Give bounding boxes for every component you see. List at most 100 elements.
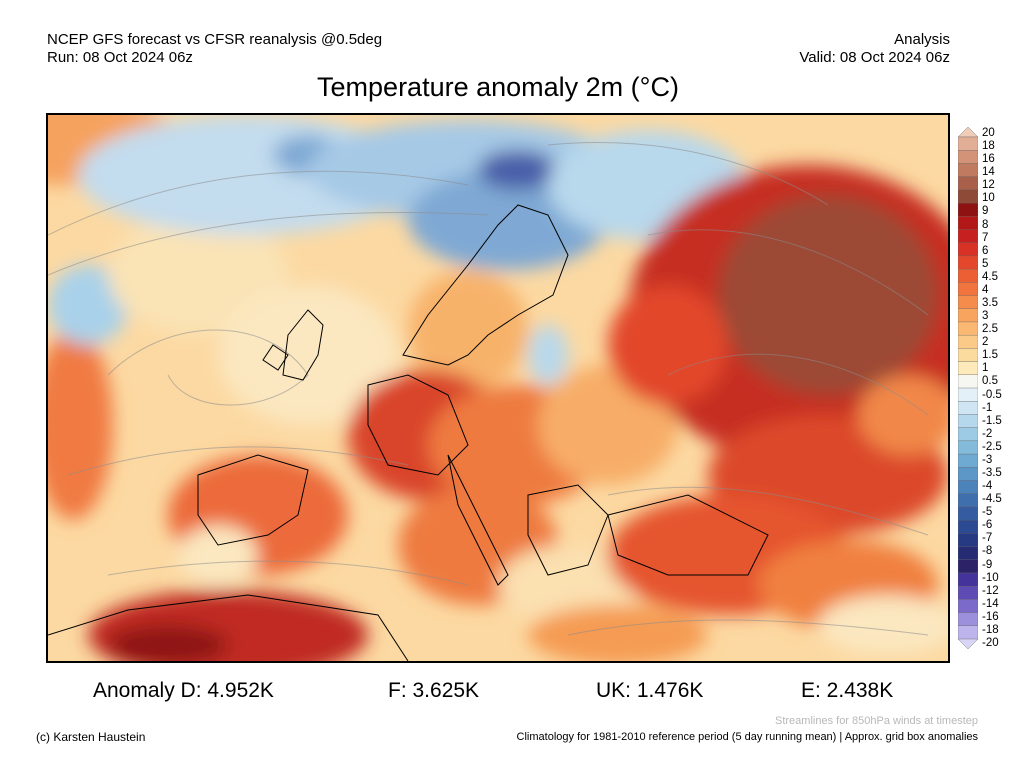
colorbar-label: 6 [982, 244, 989, 257]
colorbar-swatch [957, 453, 979, 468]
run-time: Run: 08 Oct 2024 06z [47, 49, 193, 66]
colorbar-swatch [957, 348, 979, 363]
colorbar-swatch [957, 467, 979, 482]
country-borders [48, 204, 769, 661]
analysis-label: Analysis [894, 31, 950, 48]
colorbar-label: -18 [982, 623, 999, 636]
colorbar-swatch [957, 480, 979, 495]
colorbar-swatch [957, 625, 979, 640]
colorbar-swatch [957, 229, 979, 244]
colorbar-label: -3 [982, 453, 993, 466]
colorbar-label: -16 [982, 610, 999, 623]
colorbar-swatch [957, 163, 979, 178]
colorbar-swatch [957, 506, 979, 521]
anomaly-germany: Anomaly D: 4.952K [93, 679, 274, 702]
colorbar-label: -4.5 [982, 493, 1002, 506]
colorbar-label: 3.5 [982, 297, 998, 309]
colorbar-label: 4.5 [982, 270, 998, 283]
anomaly-uk: UK: 1.476K [596, 679, 704, 702]
colorbar-label: -0.5 [982, 388, 1002, 401]
colorbar-label: 12 [982, 179, 995, 192]
colorbar-swatch [957, 216, 979, 231]
anomaly-map [46, 113, 950, 663]
colorbar-label: -12 [982, 584, 999, 597]
colorbar-swatch [957, 202, 979, 217]
colorbar-label: 10 [982, 192, 995, 205]
country-anomalies: Anomaly D: 4.952K F: 3.625K UK: 1.476K E… [0, 679, 1024, 707]
colorbar-swatch [957, 126, 979, 138]
map-title: Temperature anomaly 2m (°C) [317, 72, 679, 102]
colorbar-label: 5 [982, 257, 989, 270]
valid-info: Analysis Valid: 08 Oct 2024 06z [799, 31, 950, 67]
colorbar-swatches [957, 126, 979, 650]
colorbar-label: -2 [982, 427, 993, 440]
anomaly-france: F: 3.625K [388, 679, 480, 702]
colorbar-swatch [957, 493, 979, 508]
colorbar-swatch [957, 374, 979, 389]
colorbar-label: 1 [982, 362, 989, 375]
colorbar-label: 18 [982, 140, 995, 153]
colorbar-swatch [957, 599, 979, 614]
colorbar-label: 0.5 [982, 375, 998, 388]
colorbar-label: 1.5 [982, 349, 998, 362]
streamlines-note: Streamlines for 850hPa winds at timestep [775, 715, 978, 727]
colorbar-label: 16 [982, 153, 995, 166]
colorbar-swatch [957, 427, 979, 442]
colorbar-label: 2.5 [982, 323, 998, 336]
colorbar-swatch [957, 361, 979, 376]
anomaly-map-canvas [48, 115, 948, 661]
colorbar-swatch [957, 612, 979, 627]
colorbar-label: -4 [982, 480, 993, 493]
colorbar-label: -1.5 [982, 414, 1002, 427]
valid-time: Valid: 08 Oct 2024 06z [799, 49, 950, 66]
model-info: NCEP GFS forecast vs CFSR reanalysis @0.… [47, 31, 382, 67]
colorbar-label: 3 [982, 310, 989, 323]
colorbar-swatch [957, 638, 979, 650]
colorbar-swatch [957, 308, 979, 323]
colorbar-swatch [957, 559, 979, 574]
colorbar-label: 4 [982, 283, 989, 296]
colorbar-label: 7 [982, 231, 989, 244]
colorbar-label: 14 [982, 166, 995, 179]
colorbar-swatch [957, 533, 979, 548]
colorbar-label: -9 [982, 558, 993, 571]
colorbar-swatch [957, 255, 979, 270]
colorbar-label: -2.5 [982, 440, 1002, 453]
colorbar-swatch [957, 414, 979, 429]
colorbar-swatch [957, 519, 979, 535]
colorbar-label: -14 [982, 597, 999, 610]
colorbar-swatch [957, 585, 979, 601]
colorbar-label: 20 [982, 127, 995, 139]
colorbar-label: -1 [982, 401, 993, 414]
colorbar-swatch [957, 136, 979, 151]
colorbar-label: -3.5 [982, 467, 1002, 479]
colorbar-swatch [957, 282, 979, 297]
colorbar-label: 2 [982, 336, 989, 349]
colorbar-swatch [957, 242, 979, 257]
colorbar-swatch [957, 176, 979, 191]
colorbar-swatch [957, 401, 979, 416]
colorbar-label: -10 [982, 571, 999, 584]
colorbar-label: -7 [982, 532, 993, 545]
colorbar-swatch [957, 334, 979, 350]
wind-streamlines [48, 142, 929, 636]
anomaly-spain: E: 2.438K [801, 679, 894, 702]
colorbar-label: 9 [982, 205, 989, 218]
credit: (c) Karsten Haustein [36, 730, 146, 744]
colorbar-swatch [957, 295, 979, 310]
model-name: NCEP GFS forecast vs CFSR reanalysis @0.… [47, 31, 383, 48]
colorbar-swatch [957, 268, 979, 284]
climatology-note: Climatology for 1981-2010 reference peri… [516, 731, 978, 743]
colorbar-label: 8 [982, 218, 989, 231]
colorbar-label: -5 [982, 506, 993, 519]
colorbar-label: -6 [982, 519, 993, 532]
colorbar-label: -20 [982, 637, 999, 649]
colorbar-label: -8 [982, 545, 993, 558]
colorbar-swatch [957, 572, 979, 587]
colorbar-swatch [957, 321, 979, 336]
colorbar-swatch [957, 546, 979, 561]
colorbar [957, 126, 979, 650]
colorbar-swatch [957, 189, 979, 204]
colorbar-swatch [957, 440, 979, 455]
colorbar-swatch [957, 387, 979, 402]
